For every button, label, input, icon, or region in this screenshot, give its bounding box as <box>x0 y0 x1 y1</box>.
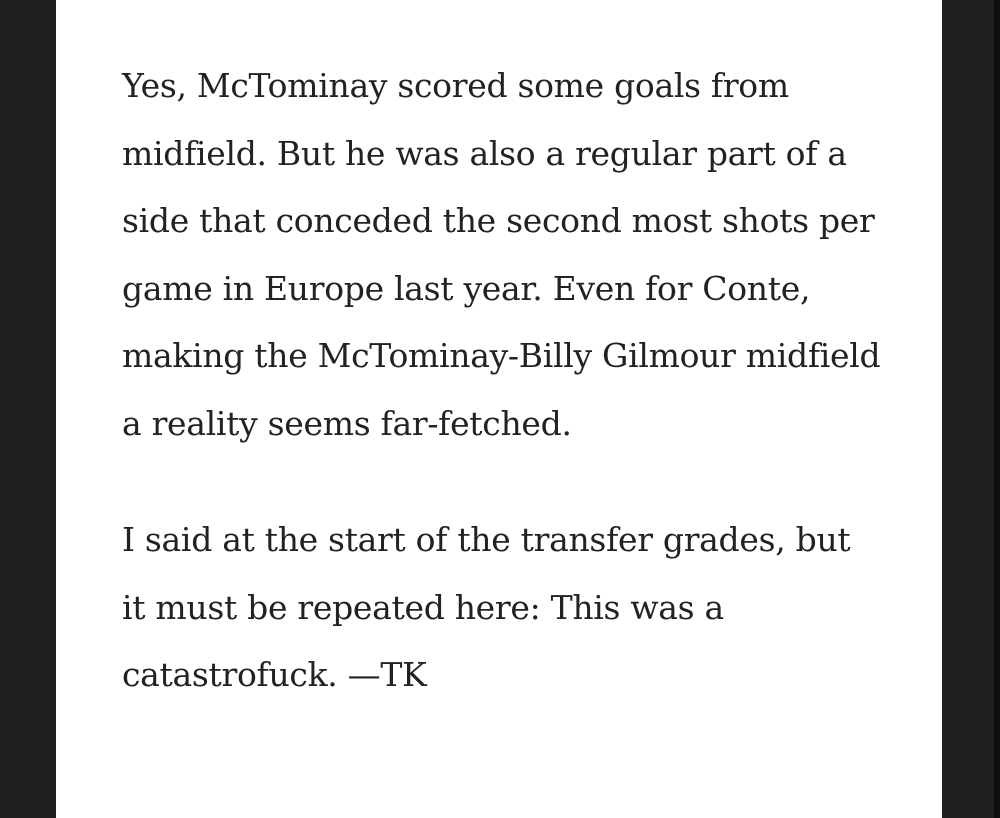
article-page: Yes, McTominay scored some goals from mi… <box>56 0 942 818</box>
article-body: Yes, McTominay scored some goals from mi… <box>122 52 882 758</box>
screen-edge <box>994 0 1000 818</box>
paragraph: I said at the start of the transfer grad… <box>122 520 851 694</box>
paragraph: Yes, McTominay scored some goals from mi… <box>122 66 881 443</box>
